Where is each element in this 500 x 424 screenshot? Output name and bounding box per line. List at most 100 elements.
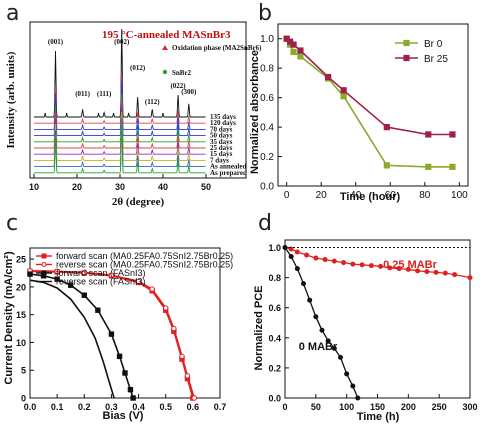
xrd-series-label: 7 days (210, 156, 229, 164)
x-tick-label: 10 (29, 182, 39, 192)
xrd-series-label: 70 days (210, 125, 233, 133)
data-point-series-1 (163, 305, 169, 311)
data-point-series-1 (54, 268, 60, 275)
xrd-series-label: 120 days (210, 119, 236, 127)
xrd-series-label: 25 days (210, 144, 233, 152)
data-point-series-1 (307, 297, 313, 303)
data-point-series-0 (313, 255, 319, 261)
panel-d-xlabel: Time (h) (357, 411, 400, 423)
data-point-br-0 (425, 163, 432, 170)
panel-c-series (27, 268, 197, 401)
xrd-pattern-3 (34, 87, 206, 137)
data-point-series-0 (322, 257, 328, 263)
data-point-series-2 (116, 353, 123, 360)
panel-label-c: c (6, 211, 18, 236)
peak-label: (011) (75, 90, 90, 98)
panel-label-b: b (258, 1, 272, 26)
legend-marker (41, 262, 47, 267)
data-point-series-1 (338, 354, 343, 360)
panel-d-series (282, 245, 473, 401)
data-point-br-25 (340, 87, 347, 94)
data-point-series-1 (184, 373, 191, 379)
data-point-series-1 (171, 325, 177, 332)
data-point-series-0 (294, 249, 300, 255)
data-point-series-1 (319, 327, 325, 333)
xrd-pattern-5 (34, 99, 206, 149)
x-tick-label: 150 (370, 402, 385, 412)
plot-frame (277, 23, 469, 187)
panel-a-title: 195 °C-annealed MASnBr3 (102, 29, 231, 41)
panel-c-xlabel: Bias (V) (103, 410, 144, 422)
data-point-series-1 (288, 254, 294, 260)
legend-marker (403, 54, 410, 62)
legend-marker (41, 253, 47, 259)
x-tick-label: 0 (284, 190, 290, 201)
x-tick-label: 20 (316, 190, 328, 201)
plot-frame (29, 247, 221, 399)
data-point-series-2 (68, 282, 74, 288)
x-tick-label: 100 (451, 190, 468, 201)
panel-d-axes: 0 50 100 150 200 250 300 0.0 0.2 0.4 0.6 0.8 1.0 (268, 239, 478, 412)
y-tick-label: 1.0 (260, 34, 274, 45)
x-tick-label: 0.4 (132, 402, 145, 412)
panel-b-ylabel: Normalized absorbance (249, 50, 261, 174)
x-tick-label: 0.6 (187, 402, 200, 412)
data-point-series-0 (341, 260, 347, 266)
data-point-series-1 (325, 338, 331, 344)
data-point-br-25 (449, 131, 456, 138)
y-tick-label: 15 (16, 310, 26, 320)
y-tick-label: 0.4 (260, 123, 274, 134)
x-tick-label: 80 (419, 190, 431, 201)
xrd-pattern-2 (34, 80, 206, 130)
legend-oxidation: Oxidation phase (MA2SnBr6) (172, 44, 262, 52)
legend-label: reverse scan (FASnI3) (56, 277, 146, 287)
data-point-series-0 (387, 265, 393, 271)
panel-b-legend: Br 0 Br 25 (395, 39, 448, 65)
data-point-series-2 (81, 292, 87, 298)
data-point-series-2 (27, 271, 33, 277)
y-tick-label: 0.2 (268, 363, 281, 373)
data-point-series-2 (95, 307, 101, 313)
x-tick-label: 0.2 (78, 402, 91, 412)
data-point-br-25 (297, 47, 304, 54)
data-point-series-0 (350, 261, 356, 267)
panel-label-d: d (258, 211, 272, 236)
series-line-3 (29, 279, 115, 399)
data-point-series-1 (355, 395, 361, 401)
data-point-series-1 (294, 266, 300, 272)
x-tick-label: 0.0 (24, 402, 37, 412)
panel-b-series (283, 35, 456, 170)
data-point-br-0 (449, 163, 456, 170)
data-point-series-1 (350, 383, 356, 389)
data-point-series-1 (344, 371, 350, 377)
x-tick-label: 40 (158, 182, 168, 192)
x-tick-label: 200 (401, 402, 416, 412)
data-point-br-0 (383, 162, 390, 169)
panel-a-x-ticks: 10 20 30 40 50 (29, 174, 211, 192)
x-tick-label: 300 (462, 402, 477, 412)
legend-label: forward scan (FASnI3) (56, 268, 146, 278)
x-tick-label: 40 (350, 190, 362, 201)
panel-c-ylabel: Current Density (mA/cm²) (3, 251, 15, 385)
circle-marker-icon (162, 69, 168, 75)
series-line-2 (29, 273, 134, 399)
data-point-series-0 (452, 272, 458, 278)
data-point-series-1 (135, 278, 142, 285)
peak-label: (002) (114, 38, 130, 46)
data-point-series-2 (54, 276, 60, 282)
data-point-series-0 (405, 266, 411, 272)
data-point-series-1 (149, 286, 155, 292)
x-tick-label: 0.1 (51, 402, 64, 412)
peak-label: (111) (97, 90, 112, 98)
panel-a-xlabel: 2θ (degree) (112, 196, 165, 208)
panel-a-frame (29, 21, 247, 179)
data-point-series-2 (130, 395, 136, 401)
xrd-pattern-6 (34, 105, 206, 155)
annotation-025-mabr: 0.25 MABr (383, 259, 438, 271)
data-point-series-2 (108, 331, 115, 337)
xrd-pattern-9 (34, 124, 206, 174)
data-point-series-0 (368, 263, 374, 269)
panel-a-legend: Oxidation phase (MA2SnBr6) SnBr2 (162, 44, 262, 77)
